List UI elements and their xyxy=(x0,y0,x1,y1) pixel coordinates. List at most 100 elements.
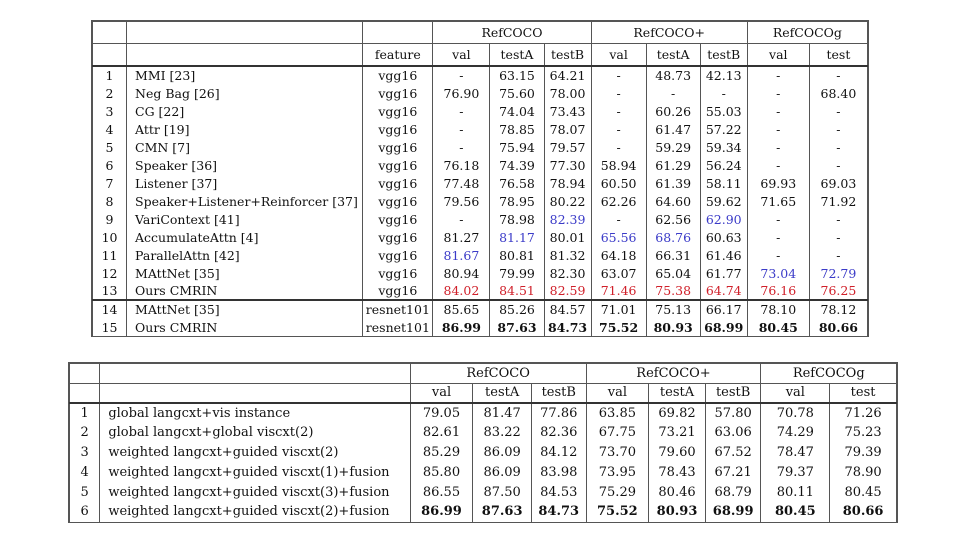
header-blank xyxy=(68,382,101,404)
score-cell: 72.79 xyxy=(808,264,869,282)
score-cell: 73.95 xyxy=(585,462,650,483)
score-cell: 56.24 xyxy=(699,156,748,174)
score-cell: 62.90 xyxy=(699,210,748,228)
score-cell: 77.48 xyxy=(432,174,491,192)
score-cell: 80.46 xyxy=(648,482,706,503)
feature-cell: vgg16 xyxy=(362,102,434,120)
score-cell: 61.46 xyxy=(699,246,748,264)
row-index: 2 xyxy=(91,84,128,102)
score-cell: - xyxy=(808,120,869,138)
method-name: global langcxt+vis instance xyxy=(99,402,411,423)
score-cell: - xyxy=(746,156,810,174)
score-cell: 78.95 xyxy=(489,192,545,210)
row-index: 14 xyxy=(91,299,128,318)
score-cell: - xyxy=(746,84,810,102)
score-cell: 84.12 xyxy=(530,442,587,463)
table-row: 6 Speaker [36] vgg16 76.18 74.39 77.30 58.94 61… xyxy=(91,156,869,174)
score-cell: 63.85 xyxy=(585,402,650,423)
method-name: VariContext [41] xyxy=(126,210,364,228)
results-table-1: RefCOCO RefCOCO+ RefCOCOg feature val testA te… xyxy=(91,20,869,337)
score-cell: 71.46 xyxy=(590,282,647,300)
score-cell: 80.94 xyxy=(432,264,491,282)
method-name: MMI [23] xyxy=(126,65,364,84)
score-cell: 67.21 xyxy=(704,462,762,483)
column-header: testA xyxy=(648,382,706,404)
score-cell: 61.77 xyxy=(699,264,748,282)
score-cell: 80.11 xyxy=(760,482,831,503)
table-row: 4 Attr [19] vgg16-78.85 78.07-61.47 57.22- - xyxy=(91,120,869,138)
score-cell: 79.60 xyxy=(648,442,706,463)
column-header: testA xyxy=(472,382,532,404)
table-row: 1 MMI [23] vgg16-63.15 64.21-48.73 42.13- - xyxy=(91,65,869,84)
row-index: 3 xyxy=(91,102,128,120)
score-cell: 42.13 xyxy=(699,65,748,84)
score-cell: 59.34 xyxy=(699,138,748,156)
score-cell: 81.32 xyxy=(543,246,592,264)
score-cell: - xyxy=(432,120,491,138)
score-cell: 63.15 xyxy=(489,65,545,84)
score-cell: 84.51 xyxy=(489,282,545,300)
column-header: test xyxy=(808,43,869,67)
score-cell: 66.17 xyxy=(699,299,748,318)
feature-cell: vgg16 xyxy=(362,246,434,264)
score-cell: - xyxy=(590,102,647,120)
group-header: RefCOCO+ xyxy=(590,21,748,44)
score-cell: 87.63 xyxy=(489,318,545,336)
score-cell: 78.12 xyxy=(808,299,869,318)
feature-cell: vgg16 xyxy=(362,138,434,156)
score-cell: - xyxy=(808,246,869,264)
score-cell: 78.90 xyxy=(829,462,897,483)
score-cell: 58.94 xyxy=(590,156,647,174)
score-cell: 79.99 xyxy=(489,264,545,282)
score-cell: 75.13 xyxy=(645,299,701,318)
row-index: 11 xyxy=(91,246,128,264)
table-row: 12 MAttNet [35] vgg16 80.94 79.99 82.30 63.07 6… xyxy=(91,264,869,282)
method-name: Attr [19] xyxy=(126,120,364,138)
score-cell: 69.93 xyxy=(746,174,810,192)
score-cell: 75.29 xyxy=(585,482,650,503)
score-cell: 78.07 xyxy=(543,120,592,138)
score-cell: - xyxy=(808,210,869,228)
score-cell: 71.26 xyxy=(829,402,897,423)
row-index: 13 xyxy=(91,282,128,300)
method-name: Speaker [36] xyxy=(126,156,364,174)
feature-cell: vgg16 xyxy=(362,174,434,192)
score-cell: 80.66 xyxy=(808,318,869,336)
score-cell: 76.90 xyxy=(432,84,491,102)
score-cell: - xyxy=(645,84,701,102)
table-row: 1 global langcxt+vis instance 79.05 81.47 77… xyxy=(68,402,897,423)
column-header: testB xyxy=(543,43,592,67)
column-header: testA xyxy=(489,43,545,67)
column-header: val xyxy=(760,382,831,404)
feature-cell: vgg16 xyxy=(362,120,434,138)
score-cell: 79.57 xyxy=(543,138,592,156)
score-cell: 82.39 xyxy=(543,210,592,228)
group-header-row: RefCOCO RefCOCO+ RefCOCOg xyxy=(91,21,869,44)
method-name: global langcxt+global viscxt(2) xyxy=(99,422,411,443)
score-cell: - xyxy=(808,65,869,84)
score-cell: 82.61 xyxy=(409,422,474,443)
row-index: 8 xyxy=(91,192,128,210)
score-cell: 76.58 xyxy=(489,174,545,192)
method-name: CMN [7] xyxy=(126,138,364,156)
score-cell: - xyxy=(746,228,810,246)
method-name: MAttNet [35] xyxy=(126,264,364,282)
score-cell: 86.55 xyxy=(409,482,474,503)
score-cell: 71.92 xyxy=(808,192,869,210)
score-cell: 75.52 xyxy=(585,502,650,522)
score-cell: 68.99 xyxy=(704,502,762,522)
row-index: 1 xyxy=(91,65,128,84)
score-cell: 69.82 xyxy=(648,402,706,423)
feature-cell: vgg16 xyxy=(362,192,434,210)
score-cell: 65.04 xyxy=(645,264,701,282)
score-cell: 74.39 xyxy=(489,156,545,174)
column-header: val xyxy=(746,43,810,67)
table-row: 15 Ours CMRIN resnet101 86.99 87.63 84.73 75.5… xyxy=(91,318,869,336)
row-index: 12 xyxy=(91,264,128,282)
score-cell: 75.23 xyxy=(829,422,897,443)
row-index: 5 xyxy=(68,482,101,503)
score-cell: 73.04 xyxy=(746,264,810,282)
group-header-row: RefCOCO RefCOCO+ RefCOCOg xyxy=(68,363,897,384)
score-cell: 80.45 xyxy=(746,318,810,336)
row-index: 1 xyxy=(68,402,101,423)
